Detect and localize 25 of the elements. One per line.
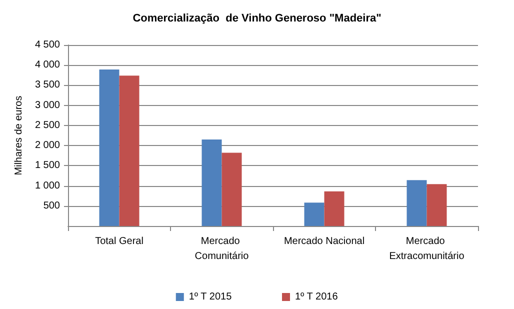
bar <box>99 70 120 226</box>
bar <box>324 191 344 226</box>
bar <box>119 76 140 226</box>
y-axis-title: Milhares de euros <box>14 96 25 176</box>
bar <box>304 202 324 226</box>
y-tick-label: 1 000 <box>34 180 60 192</box>
y-tick-label: 2 000 <box>34 140 60 152</box>
y-tick-label: 2 500 <box>34 120 60 131</box>
legend-label: 1º T 2016 <box>295 292 338 302</box>
x-tick-label: Mercado Nacional <box>284 236 365 247</box>
bar <box>222 152 242 226</box>
legend-label: 1º T 2015 <box>188 292 232 302</box>
y-tick-label: 3 500 <box>34 80 60 91</box>
y-tick-label: 4 500 <box>34 40 60 50</box>
x-tick-label: Mercado Comunitário <box>194 236 250 262</box>
y-tick-label: 4 000 <box>34 60 60 71</box>
bar <box>426 184 447 226</box>
bar <box>406 180 427 226</box>
x-tick-label: Mercado Extracomunitário <box>389 236 465 262</box>
x-tick-label: Total Geral <box>95 236 144 247</box>
y-tick-label: 1 500 <box>34 160 60 172</box>
bar <box>202 140 222 226</box>
chart-title: Comercialização de Vinho Generoso "Madeira" <box>132 12 382 24</box>
y-tick-label: 500 <box>43 200 60 212</box>
y-tick-label: 3 000 <box>34 100 60 111</box>
